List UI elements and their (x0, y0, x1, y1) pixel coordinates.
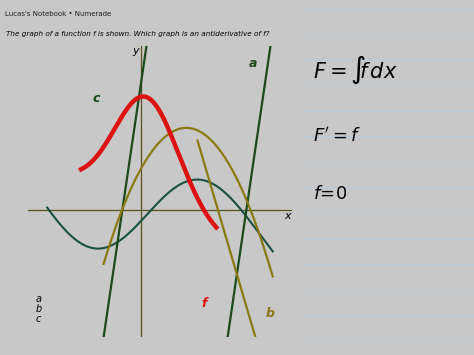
Text: b: b (265, 307, 274, 320)
Text: x: x (284, 211, 291, 221)
Text: $F' = f$: $F' = f$ (313, 127, 361, 146)
Text: a: a (36, 294, 42, 304)
Text: y: y (132, 46, 138, 56)
Text: a: a (248, 56, 256, 70)
Text: c: c (36, 314, 41, 324)
Text: The graph of a function f is shown. Which graph is an antiderivative of f?: The graph of a function f is shown. Whic… (6, 31, 270, 37)
Text: b: b (36, 304, 42, 314)
Text: $f\!=\!0$: $f\!=\!0$ (313, 185, 348, 203)
Text: f: f (201, 297, 207, 310)
Text: c: c (92, 92, 100, 105)
Text: Lucas's Notebook • Numerade: Lucas's Notebook • Numerade (5, 11, 111, 17)
Text: $F = \int\!\!f\,dx$: $F = \int\!\!f\,dx$ (313, 54, 398, 86)
